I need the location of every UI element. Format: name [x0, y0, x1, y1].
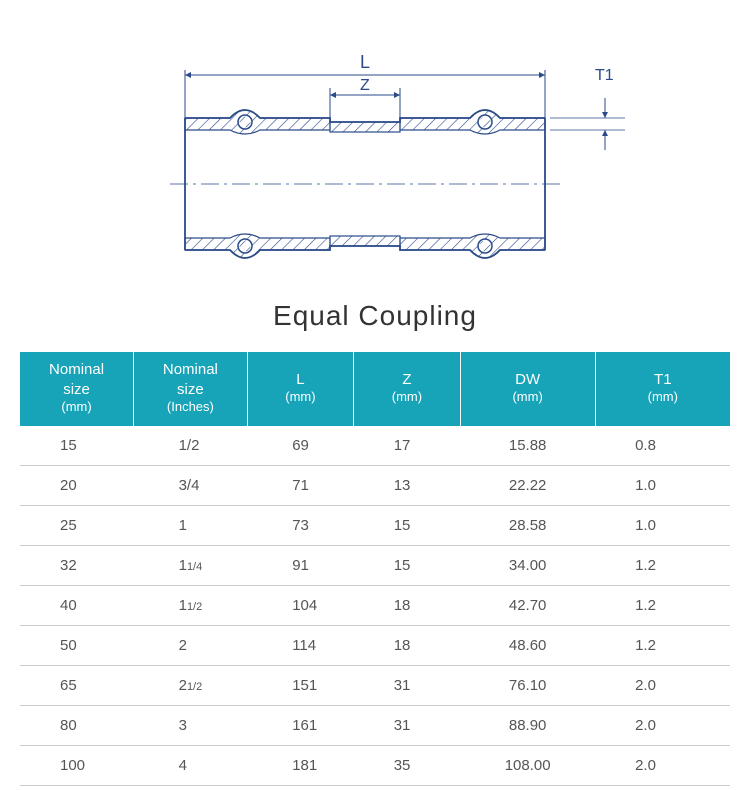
cell-L: 181	[247, 745, 354, 785]
page-title: Equal Coupling	[273, 300, 477, 331]
cell-DW: 108.00	[460, 745, 595, 785]
table-row: 4011/21041842.701.2	[20, 585, 730, 625]
th-L: L (mm)	[247, 352, 354, 426]
spec-table: Nominal size (mm) Nominal size (Inches) …	[20, 352, 730, 786]
cell-in: 3	[134, 705, 248, 745]
cell-in: 21/2	[134, 665, 248, 705]
label-T1: T1	[595, 67, 614, 84]
cell-T1: 1.2	[595, 585, 730, 625]
table-row: 3211/4911534.001.2	[20, 545, 730, 585]
cell-mm: 20	[20, 465, 134, 505]
table-row: 8031613188.902.0	[20, 705, 730, 745]
spec-table-wrap: Nominal size (mm) Nominal size (Inches) …	[0, 352, 750, 786]
cell-Z: 31	[354, 665, 461, 705]
cell-T1: 2.0	[595, 745, 730, 785]
cell-mm: 80	[20, 705, 134, 745]
table-row: 203/4711322.221.0	[20, 465, 730, 505]
th-Z: Z (mm)	[354, 352, 461, 426]
cell-L: 73	[247, 505, 354, 545]
table-row: 251731528.581.0	[20, 505, 730, 545]
cell-in: 1	[134, 505, 248, 545]
cell-DW: 22.22	[460, 465, 595, 505]
cell-DW: 34.00	[460, 545, 595, 585]
cell-T1: 1.2	[595, 545, 730, 585]
cell-mm: 15	[20, 426, 134, 466]
cell-T1: 1.2	[595, 625, 730, 665]
cell-Z: 35	[354, 745, 461, 785]
cell-T1: 1.0	[595, 505, 730, 545]
table-row: 5021141848.601.2	[20, 625, 730, 665]
cell-in: 11/2	[134, 585, 248, 625]
cell-in: 2	[134, 625, 248, 665]
table-body: 151/2691715.880.8203/4711322.221.0251731…	[20, 426, 730, 786]
th-T1: T1 (mm)	[595, 352, 730, 426]
cell-mm: 25	[20, 505, 134, 545]
cell-Z: 18	[354, 625, 461, 665]
cell-mm: 32	[20, 545, 134, 585]
cell-DW: 48.60	[460, 625, 595, 665]
cell-mm: 40	[20, 585, 134, 625]
cell-mm: 100	[20, 745, 134, 785]
cell-T1: 2.0	[595, 665, 730, 705]
table-row: 100418135108.002.0	[20, 745, 730, 785]
cell-T1: 1.0	[595, 465, 730, 505]
cell-DW: 15.88	[460, 426, 595, 466]
cell-T1: 0.8	[595, 426, 730, 466]
cell-DW: 76.10	[460, 665, 595, 705]
cell-DW: 88.90	[460, 705, 595, 745]
cell-DW: 42.70	[460, 585, 595, 625]
cell-in: 11/4	[134, 545, 248, 585]
cell-in: 4	[134, 745, 248, 785]
cell-L: 69	[247, 426, 354, 466]
th-DW: DW (mm)	[460, 352, 595, 426]
cell-Z: 31	[354, 705, 461, 745]
table-header-row: Nominal size (mm) Nominal size (Inches) …	[20, 352, 730, 426]
cell-in: 3/4	[134, 465, 248, 505]
label-L: L	[360, 52, 370, 72]
table-row: 6521/21513176.102.0	[20, 665, 730, 705]
cell-Z: 17	[354, 426, 461, 466]
th-nominal-mm: Nominal size (mm)	[20, 352, 134, 426]
label-Z: Z	[360, 77, 370, 94]
cell-L: 91	[247, 545, 354, 585]
cell-in: 1/2	[134, 426, 248, 466]
cell-Z: 13	[354, 465, 461, 505]
cell-Z: 18	[354, 585, 461, 625]
cell-L: 71	[247, 465, 354, 505]
cell-L: 104	[247, 585, 354, 625]
technical-diagram: L Z T1	[0, 0, 750, 290]
title-area: Equal Coupling	[0, 290, 750, 352]
cell-Z: 15	[354, 505, 461, 545]
cell-T1: 2.0	[595, 705, 730, 745]
cell-L: 151	[247, 665, 354, 705]
cell-mm: 50	[20, 625, 134, 665]
th-nominal-in: Nominal size (Inches)	[134, 352, 248, 426]
cell-L: 161	[247, 705, 354, 745]
cell-DW: 28.58	[460, 505, 595, 545]
cell-mm: 65	[20, 665, 134, 705]
coupling-svg: L Z T1	[95, 40, 655, 270]
table-row: 151/2691715.880.8	[20, 426, 730, 466]
cell-Z: 15	[354, 545, 461, 585]
cell-L: 114	[247, 625, 354, 665]
